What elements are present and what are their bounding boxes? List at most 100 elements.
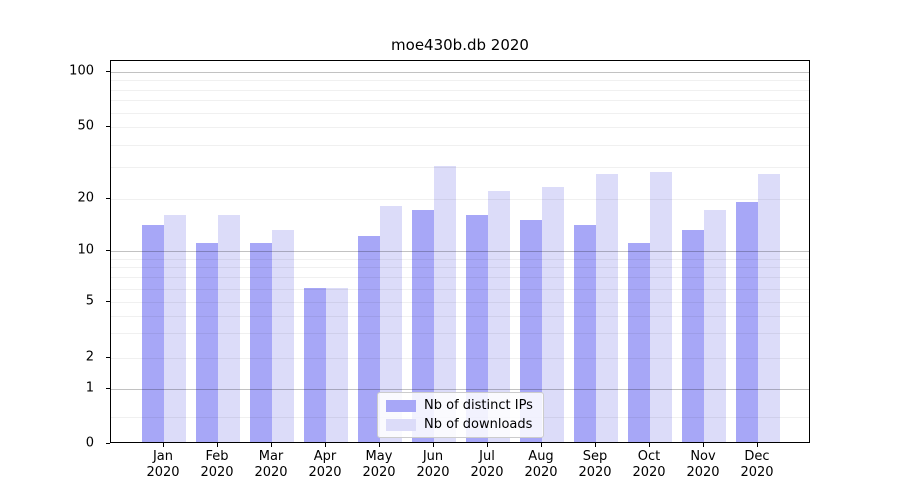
gridline-minor-40 [111, 144, 809, 146]
y-tick-mark-100 [106, 71, 110, 72]
y-tick-label-50: 50 [77, 118, 94, 134]
bar-distinct-ips-apr [304, 287, 326, 442]
x-tick-label-aug: Aug 2020 [511, 449, 571, 482]
bar-downloads-jul [488, 190, 510, 442]
bar-downloads-may [380, 205, 402, 442]
x-tick-year: 2020 [578, 465, 612, 481]
x-tick-mark-dec [757, 443, 758, 447]
x-tick-mark-jul [487, 443, 488, 447]
bar-distinct-ips-jun [412, 210, 434, 442]
x-tick-mark-sep [595, 443, 596, 447]
x-tick-mark-oct [649, 443, 650, 447]
x-tick-label-jan: Jan 2020 [133, 449, 193, 482]
gridline-tick-20 [111, 199, 809, 200]
gridline-minor-60 [111, 112, 809, 114]
bar-downloads-sep [596, 174, 618, 442]
y-tick-label-5: 5 [85, 293, 94, 309]
x-tick-year: 2020 [200, 465, 234, 481]
y-tick-label-1: 1 [85, 380, 94, 396]
x-tick-mark-jun [433, 443, 434, 447]
y-tick-label-0: 0 [85, 435, 94, 451]
gridline-minor-80 [111, 89, 809, 91]
bar-distinct-ips-mar [250, 242, 272, 442]
bar-downloads-nov [704, 210, 726, 442]
x-tick-year: 2020 [416, 465, 450, 481]
gridline-minor-4 [111, 315, 809, 317]
x-tick-mark-nov [703, 443, 704, 447]
x-tick-month: Sep [582, 449, 608, 464]
legend-swatch-downloads [386, 418, 416, 431]
y-tick-label-2: 2 [85, 349, 94, 365]
gridline-major-1 [111, 389, 809, 390]
y-tick-mark-50 [106, 126, 110, 127]
gridline-tick-5 [111, 302, 809, 303]
bar-distinct-ips-nov [682, 230, 704, 442]
x-tick-label-sep: Sep 2020 [565, 449, 625, 482]
x-tick-label-nov: Nov 2020 [673, 449, 733, 482]
y-tick-mark-20 [106, 198, 110, 199]
x-tick-year: 2020 [254, 465, 288, 481]
x-tick-month: Jun [422, 449, 444, 464]
gridline-tick-2 [111, 358, 809, 359]
x-tick-label-mar: Mar 2020 [241, 449, 301, 482]
bar-distinct-ips-aug [520, 219, 542, 442]
x-tick-year: 2020 [524, 465, 558, 481]
x-tick-label-dec: Dec 2020 [727, 449, 787, 482]
bar-downloads-dec [758, 174, 780, 442]
y-tick-mark-2 [106, 357, 110, 358]
bar-downloads-oct [650, 171, 672, 442]
y-tick-mark-1 [106, 388, 110, 389]
x-tick-year: 2020 [146, 465, 180, 481]
bar-distinct-ips-feb [196, 242, 218, 442]
bar-downloads-aug [542, 187, 564, 442]
gridline-major-100 [111, 72, 809, 73]
legend-entry-distinct-ips: Nb of distinct IPs [386, 398, 533, 413]
bar-downloads-mar [272, 230, 294, 442]
x-tick-month: Mar [258, 449, 284, 464]
plot-area [110, 60, 810, 443]
x-tick-mark-jan [163, 443, 164, 447]
legend-label-downloads: Nb of downloads [424, 417, 533, 432]
gridline-major-10 [111, 251, 809, 252]
gridline-tick-50 [111, 127, 809, 128]
x-tick-month: Dec [744, 449, 770, 464]
gridline-minor-30 [111, 167, 809, 169]
x-tick-label-oct: Oct 2020 [619, 449, 679, 482]
bar-distinct-ips-jan [142, 224, 164, 442]
gridline-minor-70 [111, 100, 809, 102]
y-tick-label-100: 100 [69, 63, 94, 79]
x-tick-mark-aug [541, 443, 542, 447]
legend-swatch-distinct-ips [386, 399, 416, 412]
x-tick-month: Aug [528, 449, 554, 464]
legend-entry-downloads: Nb of downloads [386, 417, 533, 432]
bar-downloads-jun [434, 166, 456, 442]
x-tick-year: 2020 [308, 465, 342, 481]
x-tick-year: 2020 [632, 465, 666, 481]
x-tick-label-apr: Apr 2020 [295, 449, 355, 482]
bar-distinct-ips-may [358, 236, 380, 442]
y-tick-mark-0 [106, 443, 110, 444]
y-tick-mark-5 [106, 301, 110, 302]
gridline-minor-7 [111, 277, 809, 279]
x-tick-year: 2020 [362, 465, 396, 481]
x-tick-year: 2020 [740, 465, 774, 481]
bar-downloads-feb [218, 214, 240, 442]
y-tick-label-10: 10 [77, 242, 94, 258]
bar-distinct-ips-dec [736, 201, 758, 442]
x-tick-month: Jan [152, 449, 174, 464]
x-tick-mark-mar [271, 443, 272, 447]
x-tick-month: May [365, 449, 393, 464]
bar-distinct-ips-sep [574, 224, 596, 442]
gridline-minor-90 [111, 80, 809, 82]
bar-downloads-apr [326, 287, 348, 442]
bar-distinct-ips-oct [628, 242, 650, 442]
gridline-minor-6 [111, 288, 809, 290]
x-tick-month: Nov [690, 449, 716, 464]
x-tick-year: 2020 [470, 465, 504, 481]
x-tick-year: 2020 [686, 465, 720, 481]
bar-downloads-jan [164, 214, 186, 442]
x-tick-label-feb: Feb 2020 [187, 449, 247, 482]
bar-distinct-ips-jul [466, 214, 488, 442]
x-tick-label-may: May 2020 [349, 449, 409, 482]
